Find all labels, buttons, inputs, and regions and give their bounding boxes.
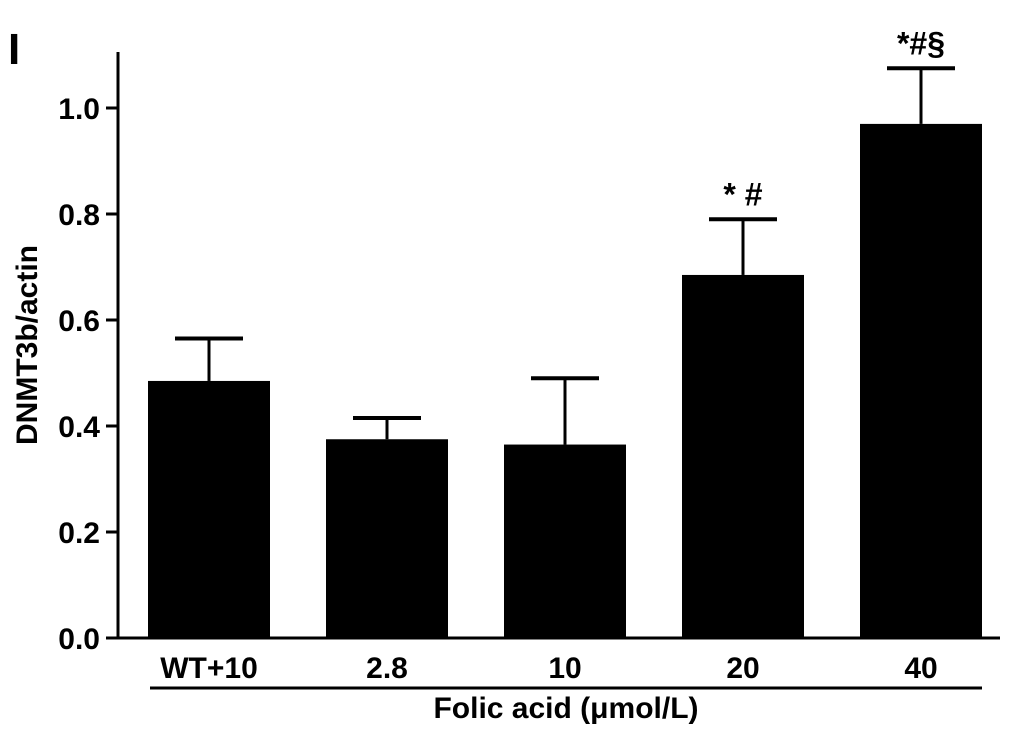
bar [148,380,270,638]
y-tick-label: 0.8 [58,199,100,232]
bars-group [148,123,982,638]
x-axis-label: Folic acid (μmol/L) [433,692,698,725]
bar [326,439,448,638]
x-tick-label: 20 [726,652,759,685]
error-bars-group [175,66,955,445]
y-tick-label: 0.2 [58,517,100,550]
y-tick-label: 1.0 [58,93,100,126]
x-tick-label: 40 [904,652,937,685]
x-tick-label: 10 [548,652,581,685]
panel-label: I [8,25,20,74]
bar [504,444,626,638]
y-axis-label: DNMT3b/actin [11,245,44,445]
y-ticks-group: 0.0 0.2 0.4 0.6 0.8 1.0 [58,93,118,656]
annotations-group: * # *#§ [723,25,945,212]
x-tick-label: WT+10 [160,652,258,685]
significance-annotation: * # [723,176,762,212]
y-tick-label: 0.6 [58,305,100,338]
x-tick-labels-group: WT+10 2.8 10 20 40 [160,652,937,685]
bar [682,274,804,638]
y-tick-label: 0.4 [58,411,100,444]
significance-annotation: *#§ [897,25,945,61]
bar [860,123,982,638]
y-tick-label: 0.0 [58,623,100,656]
x-tick-label: 2.8 [366,652,408,685]
